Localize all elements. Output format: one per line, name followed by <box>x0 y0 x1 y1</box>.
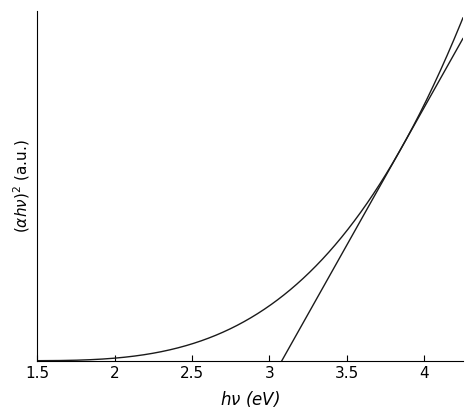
Y-axis label: $(\alpha h\nu)^2$ (a.u.): $(\alpha h\nu)^2$ (a.u.) <box>11 139 32 233</box>
X-axis label: $h\nu$ (eV): $h\nu$ (eV) <box>220 389 280 409</box>
